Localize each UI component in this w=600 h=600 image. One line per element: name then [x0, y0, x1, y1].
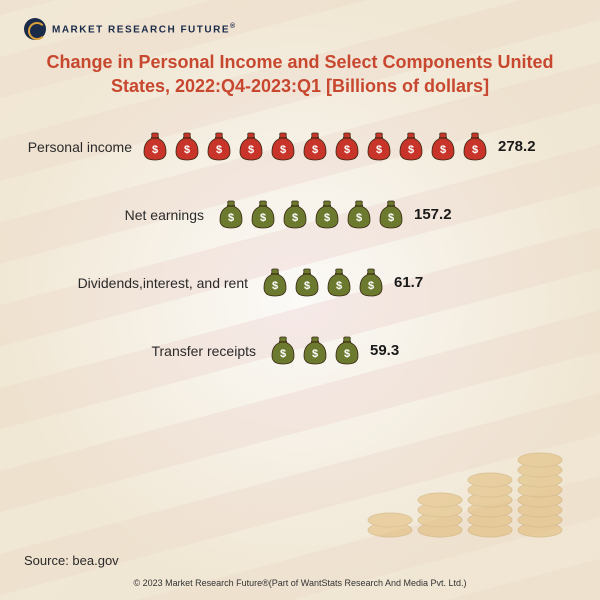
money-bag-icon: $ — [260, 265, 290, 301]
svg-text:$: $ — [472, 144, 478, 156]
svg-text:$: $ — [356, 212, 362, 224]
svg-text:$: $ — [280, 144, 286, 156]
money-bag-icon: $ — [428, 129, 458, 165]
bag-group: $ $ $ $ $ $ $ $ $ $ $ — [140, 129, 490, 165]
chart-row: Net earnings $ $ $ $ $ $ 157.2 — [24, 197, 576, 233]
money-bag-icon: $ — [376, 197, 406, 233]
money-bag-icon: $ — [216, 197, 246, 233]
money-bag-icon: $ — [396, 129, 426, 165]
row-value: 59.3 — [370, 342, 399, 359]
svg-text:$: $ — [336, 280, 342, 292]
bag-group: $ $ $ $ — [260, 265, 386, 301]
svg-text:$: $ — [260, 212, 266, 224]
money-bag-icon: $ — [172, 129, 202, 165]
brand-logo: MARKET RESEARCH FUTURE® — [24, 18, 576, 40]
logo-text: MARKET RESEARCH FUTURE® — [52, 23, 237, 35]
chart-row: Dividends,interest, and rent $ $ $ $ 61.… — [24, 265, 576, 301]
svg-text:$: $ — [248, 144, 254, 156]
chart-row: Transfer receipts $ $ $ 59.3 — [24, 333, 576, 369]
row-label: Net earnings — [24, 207, 204, 223]
chart-row: Personal income $ $ $ $ $ $ $ $ $ — [24, 129, 576, 165]
money-bag-icon: $ — [356, 265, 386, 301]
svg-text:$: $ — [344, 144, 350, 156]
money-bag-icon: $ — [140, 129, 170, 165]
svg-text:$: $ — [344, 348, 350, 360]
money-bag-icon: $ — [268, 129, 298, 165]
money-bag-icon: $ — [300, 129, 330, 165]
svg-text:$: $ — [408, 144, 414, 156]
money-bag-icon: $ — [280, 197, 310, 233]
svg-text:$: $ — [440, 144, 446, 156]
source-text: Source: bea.gov — [24, 553, 576, 568]
svg-text:$: $ — [312, 144, 318, 156]
row-value: 61.7 — [394, 274, 423, 291]
svg-text:$: $ — [228, 212, 234, 224]
money-bag-icon: $ — [312, 197, 342, 233]
svg-text:$: $ — [368, 280, 374, 292]
money-bag-icon: $ — [364, 129, 394, 165]
logo-icon — [24, 18, 46, 40]
money-bag-icon: $ — [268, 333, 298, 369]
svg-text:$: $ — [292, 212, 298, 224]
money-bag-icon: $ — [332, 333, 362, 369]
row-value: 278.2 — [498, 138, 536, 155]
money-bag-icon: $ — [248, 197, 278, 233]
svg-text:$: $ — [280, 348, 286, 360]
svg-text:$: $ — [388, 212, 394, 224]
chart-title: Change in Personal Income and Select Com… — [24, 50, 576, 99]
copyright-text: © 2023 Market Research Future®(Part of W… — [24, 578, 576, 588]
pictogram-chart: Personal income $ $ $ $ $ $ $ $ $ — [24, 123, 576, 549]
row-value: 157.2 — [414, 206, 452, 223]
money-bag-icon: $ — [332, 129, 362, 165]
row-label: Transfer receipts — [24, 343, 256, 359]
svg-text:$: $ — [304, 280, 310, 292]
row-label: Personal income — [24, 139, 132, 155]
svg-text:$: $ — [152, 144, 158, 156]
money-bag-icon: $ — [236, 129, 266, 165]
money-bag-icon: $ — [460, 129, 490, 165]
row-label: Dividends,interest, and rent — [24, 275, 248, 291]
bag-group: $ $ $ — [268, 333, 362, 369]
money-bag-icon: $ — [300, 333, 330, 369]
bag-group: $ $ $ $ $ $ — [216, 197, 406, 233]
money-bag-icon: $ — [204, 129, 234, 165]
svg-text:$: $ — [376, 144, 382, 156]
svg-text:$: $ — [312, 348, 318, 360]
money-bag-icon: $ — [324, 265, 354, 301]
svg-text:$: $ — [216, 144, 222, 156]
money-bag-icon: $ — [292, 265, 322, 301]
svg-text:$: $ — [324, 212, 330, 224]
money-bag-icon: $ — [344, 197, 374, 233]
svg-text:$: $ — [272, 280, 278, 292]
svg-text:$: $ — [184, 144, 190, 156]
